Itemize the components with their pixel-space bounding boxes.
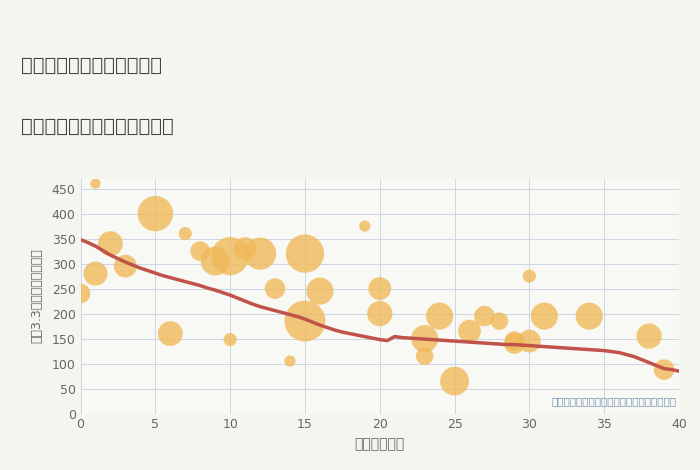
Point [314,287,326,295]
Point [479,313,490,320]
Point [419,335,430,342]
Point [180,230,191,237]
Point [509,340,520,347]
Point [150,210,161,217]
Point [374,310,385,317]
Point [464,327,475,335]
Point [105,240,116,247]
Point [300,250,311,258]
Point [239,245,251,252]
Point [195,247,206,255]
Point [225,252,236,260]
Point [75,290,86,298]
Point [434,313,445,320]
Point [255,250,266,258]
Y-axis label: 坪（3.3㎡）単価（万円）: 坪（3.3㎡）単価（万円） [30,249,43,344]
Point [659,366,670,373]
Text: 円の大きさは、取引のあった物件面積を示す: 円の大きさは、取引のあった物件面積を示す [551,397,676,407]
Point [270,285,281,292]
Point [509,337,520,345]
Point [374,285,385,292]
Point [90,270,101,277]
Point [524,337,535,345]
Point [120,262,131,270]
Text: 神奈川県横浜市中区桜木町: 神奈川県横浜市中区桜木町 [21,56,162,75]
Point [284,357,295,365]
X-axis label: 築年数（年）: 築年数（年） [355,437,405,451]
Point [643,332,655,340]
Point [419,352,430,360]
Point [209,258,220,265]
Point [539,313,550,320]
Point [225,336,236,344]
Text: 築年数別中古マンション価格: 築年数別中古マンション価格 [21,118,174,136]
Point [90,180,101,188]
Point [359,222,370,230]
Point [524,272,535,280]
Point [584,313,595,320]
Point [164,330,176,337]
Point [494,317,505,325]
Point [449,377,460,385]
Point [300,317,311,325]
